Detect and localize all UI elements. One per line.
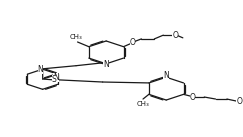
Text: O: O <box>172 31 178 40</box>
Text: S: S <box>52 75 56 84</box>
Text: N: N <box>38 65 43 74</box>
Text: N: N <box>163 71 169 80</box>
Text: O: O <box>236 97 242 105</box>
Text: O: O <box>190 92 195 102</box>
Text: CH₃: CH₃ <box>137 101 149 107</box>
Text: CH₃: CH₃ <box>70 34 83 40</box>
Text: O: O <box>130 38 135 47</box>
Text: N: N <box>103 60 109 69</box>
Text: N: N <box>53 73 59 82</box>
